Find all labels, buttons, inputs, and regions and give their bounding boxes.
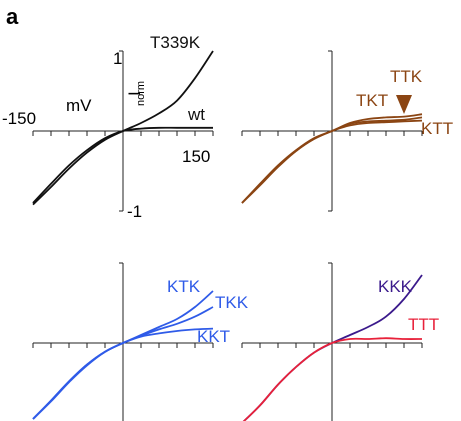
panel-bottom-left [32, 262, 214, 421]
y-axis-label-sub: norm [135, 81, 147, 106]
series-label-T339K: T339K [150, 33, 201, 52]
panel-bottom-right [241, 262, 423, 421]
arrow-down-icon [396, 95, 412, 114]
series-label-TTT: TTT [408, 315, 439, 334]
y-axis-label-group: I norm [125, 81, 147, 106]
series-label-TKK: TKK [215, 293, 249, 312]
y-min-tick-label: -1 [127, 202, 142, 221]
series-label-KTK: KTK [167, 277, 201, 296]
series-line-KTT [241, 119, 423, 204]
y-axis-label: I [125, 91, 144, 96]
x-max-tick-label: 150 [182, 147, 210, 166]
panel-top-right [241, 50, 423, 212]
series-label-wt: wt [187, 105, 205, 124]
x-unit-label: mV [66, 96, 92, 115]
series-line-TTT [242, 337, 423, 421]
series-line-KKT [32, 327, 214, 420]
series-label-KTT: KTT [421, 119, 453, 138]
series-label-KKK: KKK [378, 277, 413, 296]
series-line-wt [32, 126, 213, 204]
series-label-KKT: KKT [197, 327, 230, 346]
y-max-tick-label: 1 [113, 49, 122, 68]
series-label-TKT: TKT [356, 91, 388, 110]
figure-panel-letter: a [6, 4, 19, 29]
panel-top-left [32, 50, 214, 212]
series-label-TTK: TTK [390, 67, 423, 86]
x-min-tick-label: -150 [2, 109, 36, 128]
